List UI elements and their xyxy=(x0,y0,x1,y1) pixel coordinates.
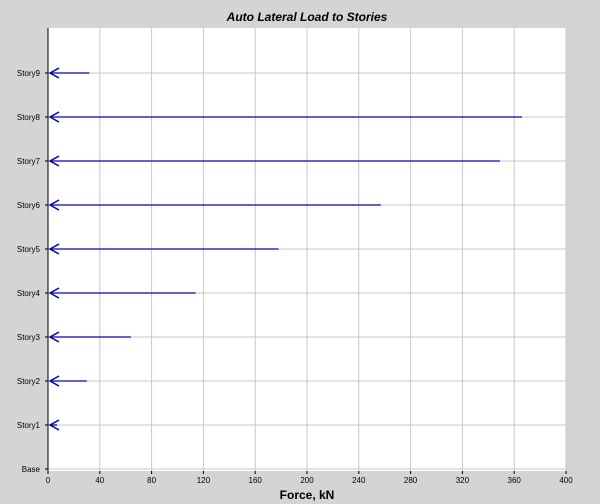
x-tick-labels: 0 40 80 120 160 200 240 280 320 360 400 xyxy=(46,471,573,485)
x-tick-label-240: 240 xyxy=(352,476,366,485)
load-arrow-story1 xyxy=(48,419,60,431)
load-arrow-story4 xyxy=(48,287,196,299)
x-tick-label-400: 400 xyxy=(559,476,573,485)
y-tick-label-story3: Story3 xyxy=(17,333,41,342)
load-arrow-story8 xyxy=(48,111,522,123)
y-tick-label-base: Base xyxy=(22,465,41,474)
load-arrow-story5 xyxy=(48,243,279,255)
x-tick-label-280: 280 xyxy=(404,476,418,485)
x-tick-label-0: 0 xyxy=(46,476,51,485)
x-tick-label-320: 320 xyxy=(456,476,470,485)
x-axis-label: Force, kN xyxy=(280,488,335,502)
y-tick-label-story8: Story8 xyxy=(17,113,41,122)
load-arrow-story7 xyxy=(48,155,500,167)
arrow-head xyxy=(48,331,60,343)
x-tick-label-40: 40 xyxy=(95,476,104,485)
arrow-head xyxy=(48,155,60,167)
load-arrows xyxy=(48,67,522,431)
arrow-head xyxy=(48,199,60,211)
load-arrow-story6 xyxy=(48,199,381,211)
load-arrow-story2 xyxy=(48,375,87,387)
y-tick-label-story2: Story2 xyxy=(17,377,41,386)
load-arrow-story9 xyxy=(48,67,90,79)
arrow-head xyxy=(48,419,60,431)
arrow-head xyxy=(48,111,60,123)
y-tick-label-story5: Story5 xyxy=(17,245,41,254)
load-arrow-story3 xyxy=(48,331,131,343)
arrow-head xyxy=(48,67,60,79)
y-tick-label-story6: Story6 xyxy=(17,201,41,210)
y-tick-label-story7: Story7 xyxy=(17,157,41,166)
y-tick-label-story4: Story4 xyxy=(17,289,41,298)
x-tick-label-360: 360 xyxy=(508,476,522,485)
arrow-head xyxy=(48,287,60,299)
arrow-head xyxy=(48,375,60,387)
y-tick-label-story9: Story9 xyxy=(17,69,41,78)
chart-title: Auto Lateral Load to Stories xyxy=(226,10,388,24)
arrow-head xyxy=(48,243,60,255)
x-tick-label-120: 120 xyxy=(197,476,211,485)
x-tick-label-200: 200 xyxy=(300,476,314,485)
x-tick-label-160: 160 xyxy=(249,476,263,485)
y-tick-labels: Story9 Story8 Story7 Story6 Story5 Story4 Stor… xyxy=(17,69,48,474)
y-tick-label-story1: Story1 xyxy=(17,421,41,430)
x-tick-label-80: 80 xyxy=(147,476,156,485)
